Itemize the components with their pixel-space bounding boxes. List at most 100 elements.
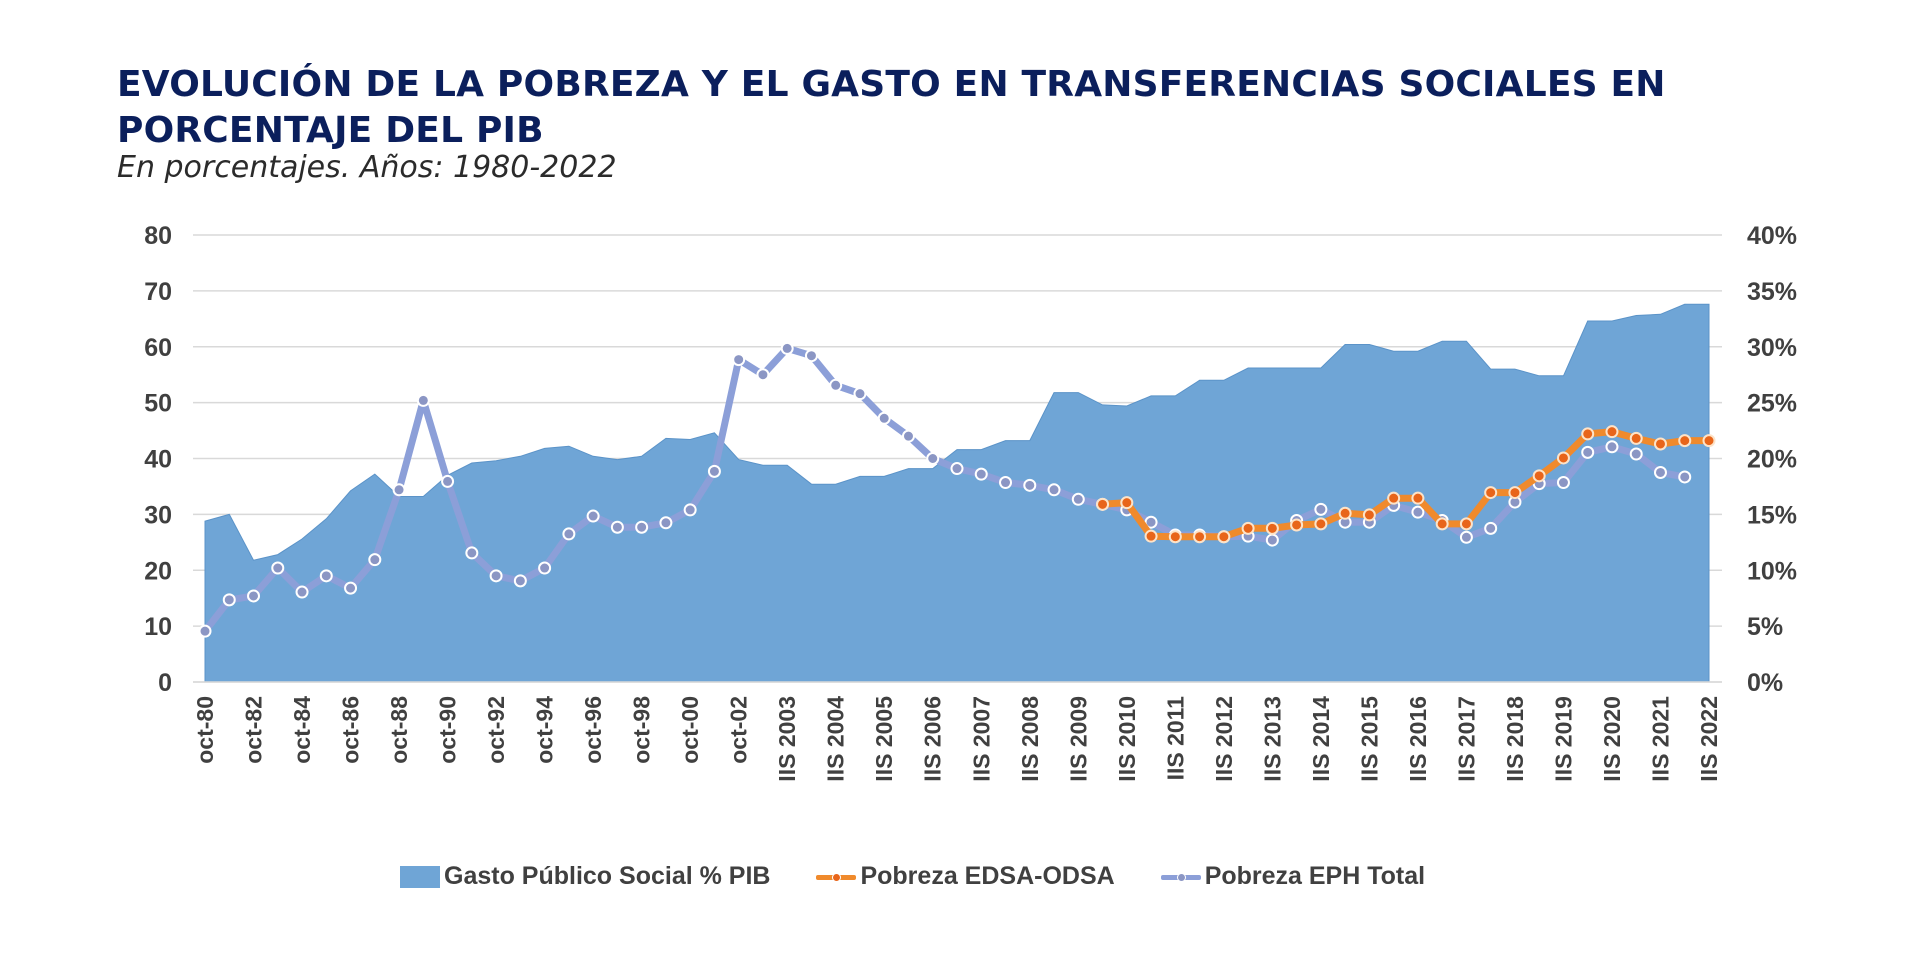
edsa-point [1241,521,1255,535]
eph-point [538,561,552,575]
x-tick-label: IIS 2019 [1550,696,1576,782]
x-tick-label: IIS 2022 [1696,696,1722,782]
y-right-tick-label: 30% [1747,334,1797,362]
edsa-point [1168,530,1182,544]
eph-point [271,561,285,575]
x-tick-label: oct-88 [386,696,412,764]
eph-point [804,349,818,363]
area-swatch-icon [400,865,440,888]
eph-point [1023,478,1037,492]
eph-point [877,411,891,425]
eph-point [853,387,867,401]
edsa-point [1653,437,1667,451]
edsa-point [1120,496,1134,510]
eph-point [707,464,721,478]
eph-point [1144,515,1158,529]
edsa-point [1435,517,1449,531]
y-axis-left: 0 10 20 30 40 50 60 70 80 [144,222,172,697]
eph-point [1314,502,1328,516]
eph-point [586,509,600,523]
y-right-tick-label: 10% [1747,557,1797,585]
eph-point [659,516,673,530]
eph-point [295,585,309,599]
eph-point [1556,476,1570,490]
orange-line-marker-icon [816,866,857,888]
eph-point [999,476,1013,490]
x-tick-label: oct-90 [435,696,461,764]
eph-point [319,569,333,583]
edsa-point [1629,431,1643,445]
eph-point [950,462,964,476]
x-tick-label: IIS 2017 [1453,696,1479,782]
eph-point [1265,533,1279,547]
x-tick-label: IIS 2009 [1065,696,1091,782]
chart-title: EVOLUCIÓN DE LA POBREZA Y EL GASTO EN TR… [117,64,1666,151]
x-tick-label: IIS 2015 [1356,696,1382,782]
x-tick-label: IIS 2018 [1502,696,1528,782]
edsa-point [1096,497,1110,511]
legend-item-edsa[interactable]: Pobreza EDSA-ODSA [816,862,1115,891]
x-tick-label: oct-94 [532,696,558,764]
eph-point [829,378,843,392]
legend-item-eph[interactable]: Pobreza EPH Total [1160,862,1425,891]
eph-point [198,624,212,638]
x-tick-label: IIS 2013 [1259,696,1285,782]
edsa-point [1581,427,1595,441]
edsa-point [1362,508,1376,522]
eph-point [562,527,576,541]
eph-point [683,503,697,517]
x-tick-label: oct-84 [289,696,315,764]
eph-point [1629,447,1643,461]
eph-point [344,581,358,595]
y-left-tick-label: 20 [144,557,172,585]
eph-point [1484,521,1498,535]
eph-point [222,593,236,607]
edsa-point [1605,425,1619,439]
y-right-tick-label: 25% [1747,390,1797,418]
y-left-tick-label: 0 [158,669,172,697]
eph-point [1459,530,1473,544]
y-left-tick-label: 70 [144,278,172,306]
x-tick-label: oct-00 [677,696,703,764]
eph-point [974,467,988,481]
x-tick-label: IIS 2012 [1211,696,1237,782]
y-left-tick-label: 10 [144,613,172,641]
y-right-tick-label: 20% [1747,446,1797,474]
edsa-point [1387,491,1401,505]
eph-point [368,553,382,567]
eph-point [635,520,649,534]
edsa-point [1144,529,1158,543]
eph-point [465,546,479,560]
edsa-point [1508,486,1522,500]
x-tick-label: IIS 2021 [1647,696,1673,782]
x-tick-label: oct-92 [483,696,509,764]
y-left-tick-label: 40 [144,446,172,474]
gasto-area [204,303,1710,683]
y-left-tick-label: 80 [144,222,172,250]
x-axis: oct-80 oct-82 oct-84 oct-86 oct-88 oct-90 oct-… [192,681,1722,782]
gasto-area-layer [204,303,1710,683]
chart-subtitle: En porcentajes. Años: 1980-2022 [117,150,617,185]
eph-point [392,483,406,497]
y-left-tick-label: 50 [144,390,172,418]
edsa-point [1193,530,1207,544]
edsa-point [1265,521,1279,535]
legend-item-gasto[interactable]: Gasto Público Social % PIB [400,862,770,891]
edsa-point [1532,469,1546,483]
legend-label: Gasto Público Social % PIB [444,862,771,890]
x-tick-label: IIS 2010 [1114,696,1140,782]
x-tick-label: IIS 2011 [1162,696,1188,781]
x-tick-label: IIS 2014 [1308,696,1334,782]
edsa-point [1290,518,1304,532]
x-tick-label: IIS 2007 [968,696,994,782]
edsa-point [1556,451,1570,465]
x-tick-label: oct-82 [241,696,267,764]
edsa-point [1314,517,1328,531]
y-axis-right: 0% 5% 10% 15% 20% 25% 30% 35% 40% [1747,222,1797,697]
x-tick-label: IIS 2005 [871,696,897,782]
edsa-point [1411,491,1425,505]
edsa-point [1484,486,1498,500]
x-tick-label: IIS 2004 [823,696,849,782]
x-tick-label: oct-02 [726,696,752,764]
eph-point [1581,445,1595,459]
